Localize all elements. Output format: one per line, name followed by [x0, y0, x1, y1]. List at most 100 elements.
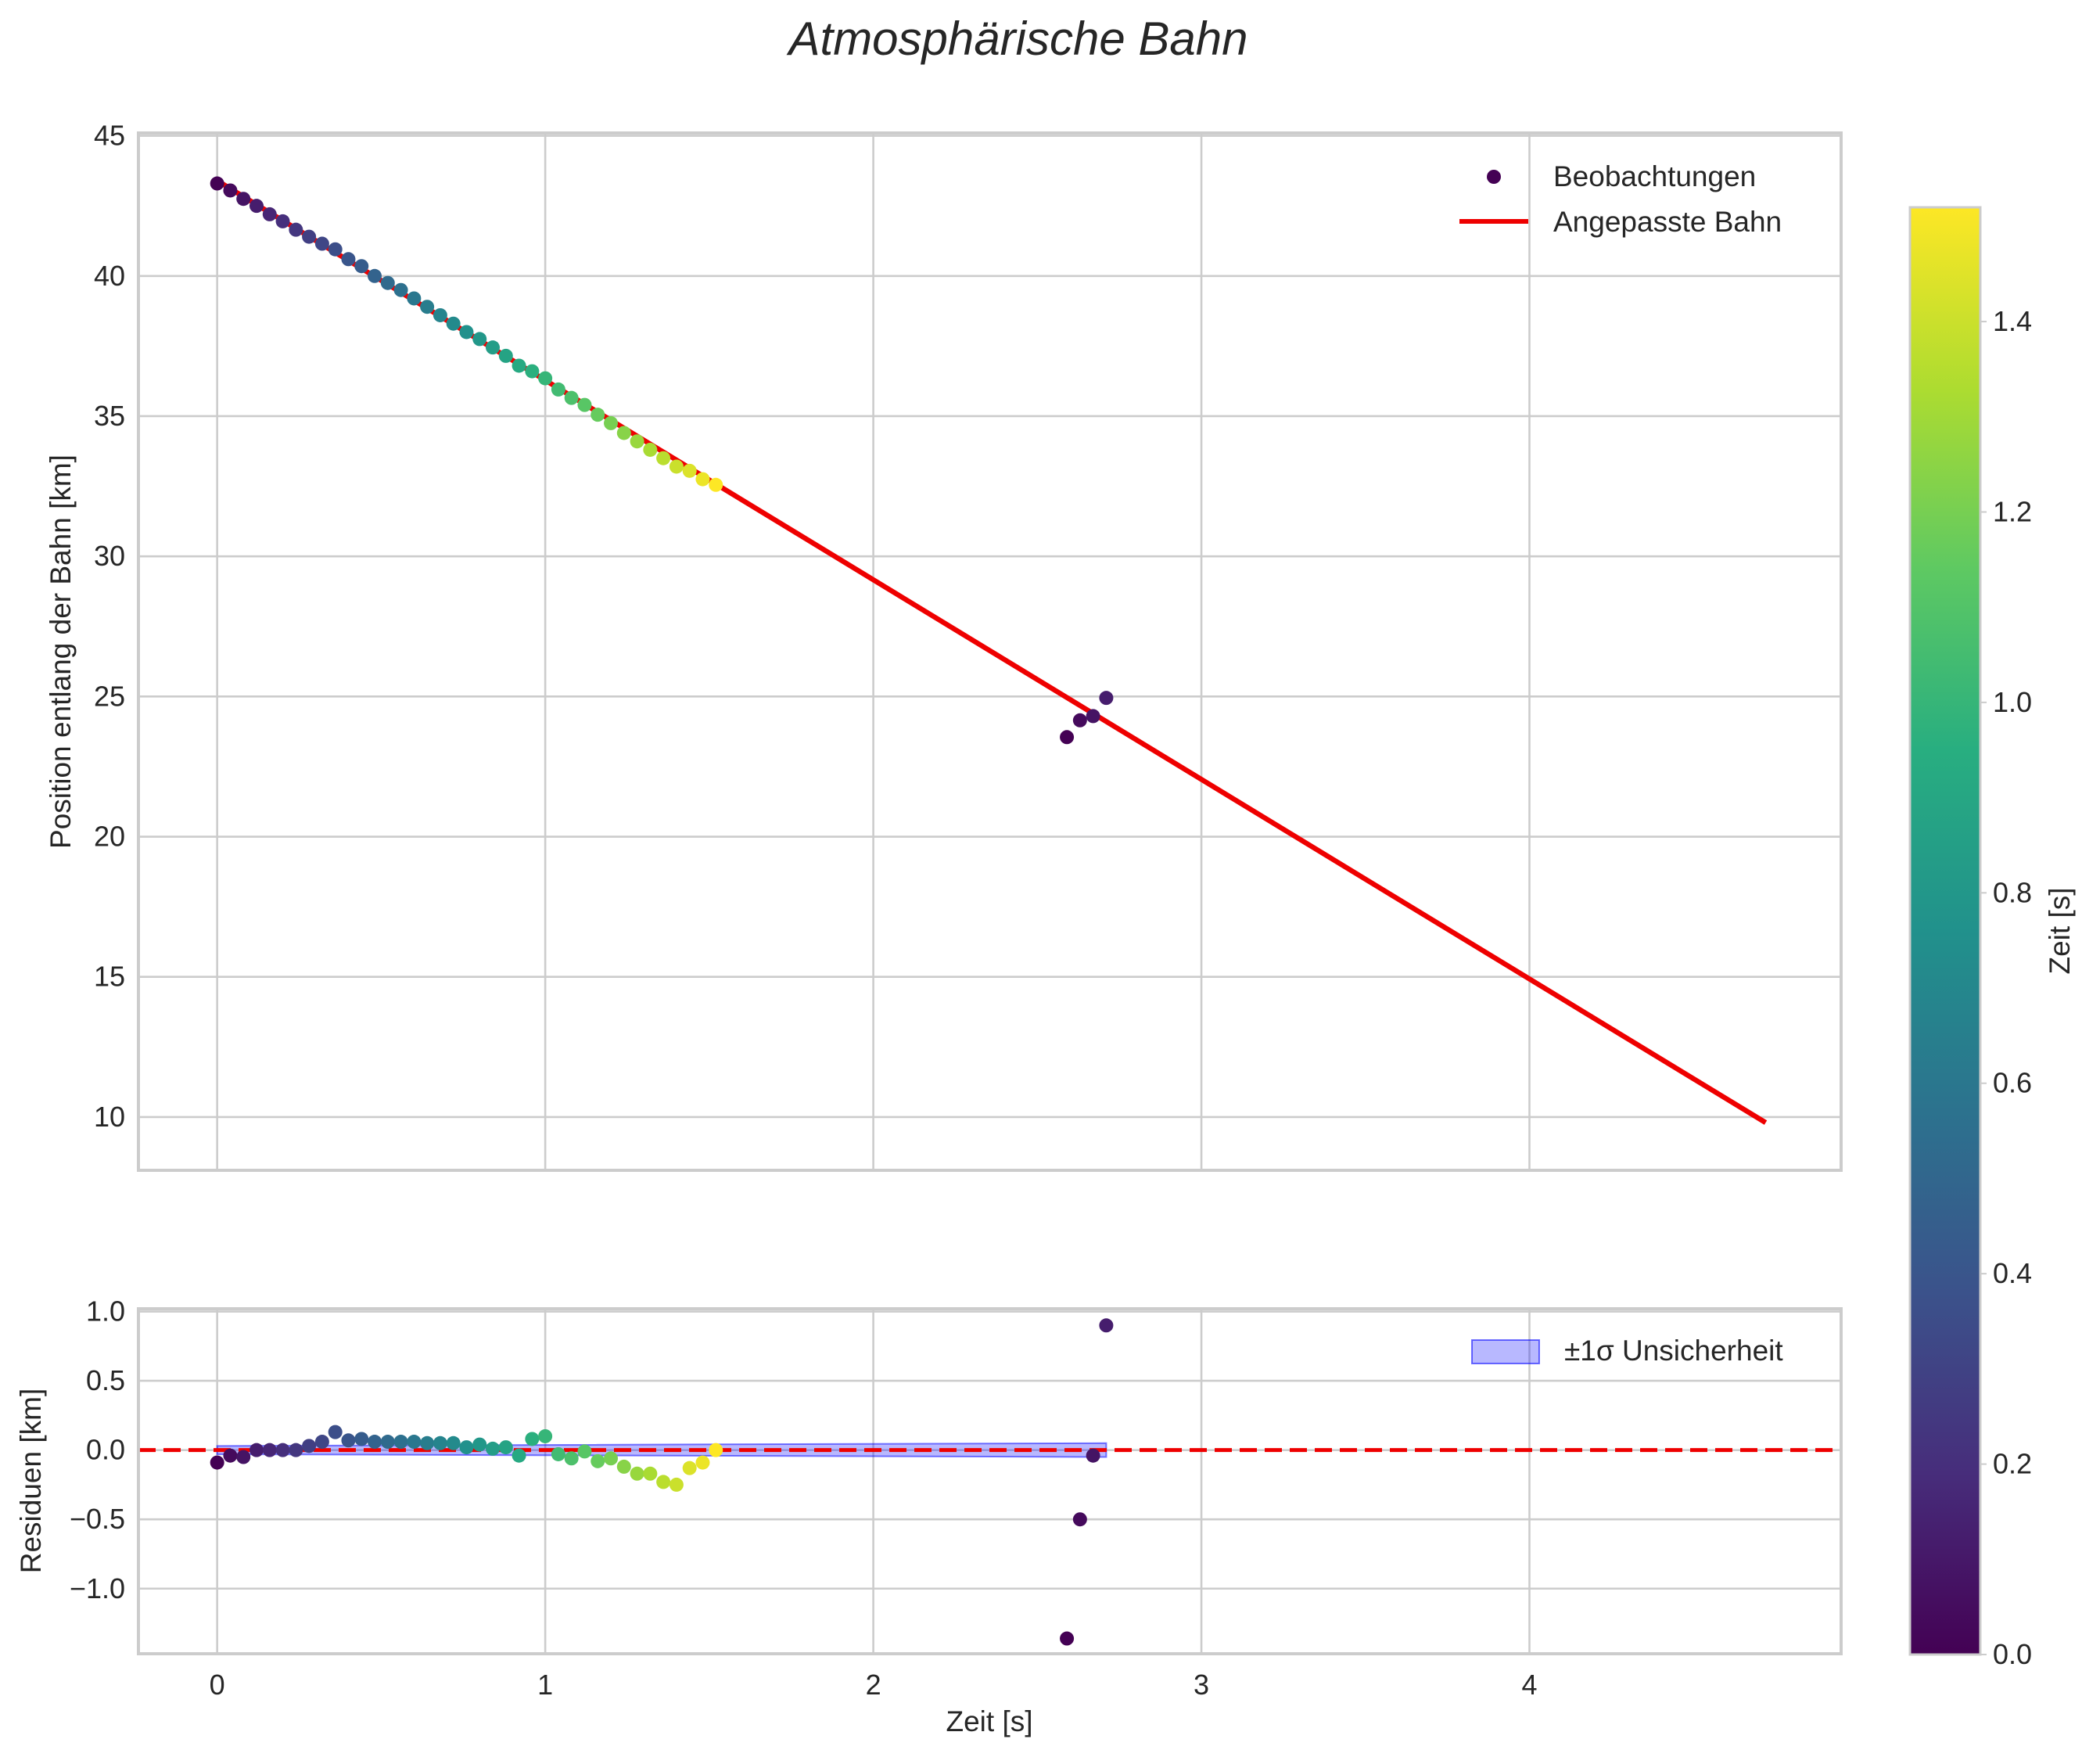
residual-point [314, 1435, 329, 1450]
residual-point [512, 1448, 526, 1463]
observation-point [472, 332, 487, 347]
observation-point [709, 477, 723, 492]
observation-point [1086, 709, 1100, 724]
residual-point [433, 1435, 447, 1450]
colorbar-tick-label: 0.2 [1993, 1448, 2032, 1480]
observation-point [669, 459, 684, 474]
observation-point [354, 259, 369, 274]
colorbar-tick-label: 0.4 [1993, 1257, 2032, 1289]
legend-marker-observations [1487, 170, 1501, 184]
observation-point [446, 316, 461, 331]
residual-point [1072, 1512, 1087, 1527]
residual-point [695, 1455, 710, 1470]
residual-point [591, 1453, 605, 1468]
residual-point [223, 1448, 238, 1463]
x-tick-label: 0 [210, 1669, 225, 1701]
colorbar-tick-label: 0.6 [1993, 1067, 2032, 1099]
residual-point [210, 1455, 224, 1470]
observation-point [656, 451, 671, 465]
trajectory-y-tick-label: 20 [94, 821, 125, 853]
trajectory-y-tick-label: 40 [94, 260, 125, 292]
residual-point [1099, 1318, 1114, 1333]
x-tick-label: 3 [1194, 1669, 1209, 1701]
residual-point [486, 1441, 501, 1456]
residual-point [380, 1435, 395, 1450]
residual-point [328, 1425, 343, 1439]
trajectory-y-tick-label: 30 [94, 540, 125, 572]
observation-point [538, 371, 553, 386]
trajectory-panel: 10 15 20 25 30 35 40 45 Position entlang der Ba… [45, 120, 1843, 1172]
observation-point [630, 434, 644, 449]
residual-point [420, 1435, 435, 1450]
residual-point [341, 1433, 356, 1448]
residual-points [210, 1318, 1114, 1646]
residual-point [643, 1466, 658, 1481]
residual-point [551, 1446, 565, 1461]
trajectory-y-ticks: 10 15 20 25 30 35 40 45 [94, 120, 125, 1133]
observation-point [525, 364, 540, 379]
residuals-axes-frame [137, 1307, 1843, 1655]
observation-point [616, 426, 631, 440]
observation-point [249, 199, 264, 214]
residuals-y-tick-label: 0.5 [86, 1364, 125, 1396]
legend-label-uncertainty: ±1σ Unsicherheit [1564, 1335, 1783, 1367]
observation-point [1099, 691, 1114, 706]
residual-point [393, 1435, 408, 1450]
observation-point [512, 358, 526, 373]
colorbar-tick-label: 1.4 [1993, 305, 2032, 337]
residuals-y-ticks: −1.0 −0.5 0.0 0.5 1.0 [70, 1295, 125, 1604]
x-axis-label: Zeit [s] [946, 1705, 1032, 1737]
residuals-gridlines [138, 1309, 1841, 1654]
trajectory-gridlines [138, 133, 1841, 1170]
observation-point [486, 340, 501, 355]
residuals-legend: ±1σ Unsicherheit [1471, 1335, 1783, 1367]
legend-label-fit-line: Angepasste Bahn [1553, 206, 1782, 238]
observation-point [551, 382, 565, 397]
residual-point [498, 1440, 513, 1455]
observation-point [1072, 713, 1087, 728]
observation-point [564, 390, 579, 405]
observation-point [302, 229, 317, 244]
residuals-y-axis-label: Residuen [km] [15, 1389, 47, 1574]
residual-point [709, 1443, 723, 1457]
observation-point [643, 442, 658, 457]
residual-point [604, 1451, 619, 1466]
x-tick-label: 2 [866, 1669, 881, 1701]
x-tick-label: 4 [1521, 1669, 1537, 1701]
residual-point [656, 1475, 671, 1489]
legend-label-observations: Beobachtungen [1553, 160, 1756, 192]
residual-point [682, 1461, 697, 1475]
residual-point [249, 1443, 264, 1457]
trajectory-axes-frame [137, 131, 1843, 1172]
residual-point [354, 1432, 369, 1446]
observation-point [289, 222, 303, 237]
residuals-x-ticks: 0 1 2 3 4 [210, 1669, 1538, 1701]
residual-point [459, 1440, 474, 1455]
residuals-panel: −1.0 −0.5 0.0 0.5 1.0 0 1 2 3 4 Residuen [km] Ze… [15, 1295, 1843, 1737]
residual-point [1086, 1448, 1100, 1463]
observation-point [275, 214, 290, 228]
observation-point [498, 348, 513, 363]
residual-point [538, 1428, 553, 1443]
observation-point [368, 268, 382, 283]
residual-point [564, 1451, 579, 1466]
x-tick-label: 1 [537, 1669, 553, 1701]
colorbar-tick-label: 0.8 [1993, 876, 2032, 908]
observation-point [380, 275, 395, 290]
residuals-y-tick-label: 1.0 [86, 1295, 125, 1328]
colorbar-label: Zeit [s] [2044, 887, 2076, 974]
observation-point [328, 242, 343, 257]
residual-point [407, 1435, 422, 1450]
residuals-y-tick-label: −0.5 [70, 1503, 125, 1535]
trajectory-y-tick-label: 35 [94, 400, 125, 432]
colorbar-ticks: 0.0 0.2 0.4 0.6 0.8 1.0 1.2 1.4 [1980, 305, 2032, 1670]
residual-point [236, 1450, 251, 1464]
observation-point [420, 300, 435, 314]
residuals-y-tick-label: −1.0 [70, 1572, 125, 1604]
residual-point [275, 1443, 290, 1457]
colorbar-tick-label: 0.0 [1993, 1638, 2032, 1670]
observation-point [604, 415, 619, 430]
trajectory-y-tick-label: 15 [94, 961, 125, 993]
trajectory-y-tick-label: 25 [94, 680, 125, 712]
